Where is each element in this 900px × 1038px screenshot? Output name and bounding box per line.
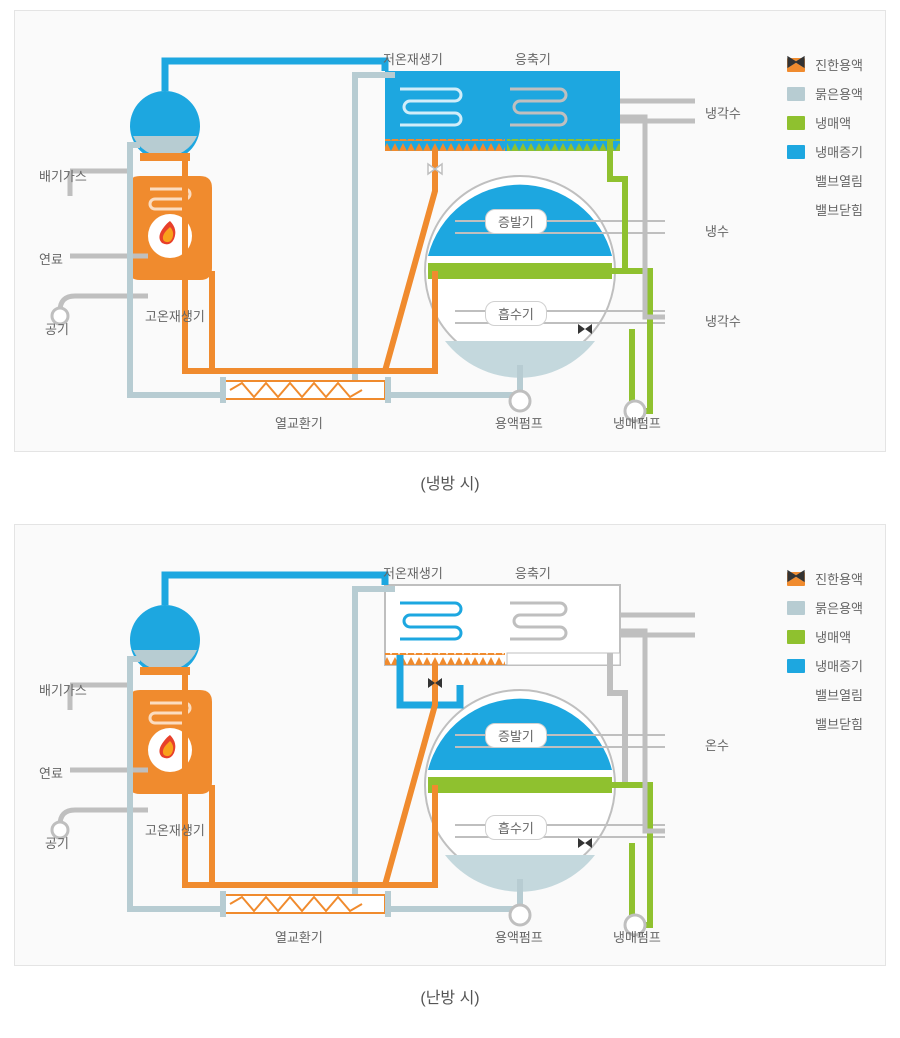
- heating-diagram-svg: [15, 525, 887, 965]
- legend-item: 밸브열림: [787, 171, 863, 190]
- label-low-regen: 저온재생기: [383, 49, 443, 68]
- legend-label: 밸브열림: [815, 171, 863, 190]
- legend-item: 밸브닫힘: [787, 714, 863, 733]
- label-ref-pump-h: 냉매펌프: [613, 927, 661, 946]
- valve-closed-icon: [787, 203, 805, 217]
- label-exhaust-h: 배기가스: [39, 680, 87, 699]
- caption-cooling: (냉방 시): [0, 470, 900, 494]
- legend-label: 진한용액: [815, 569, 863, 588]
- legend-item: 묽은용액: [787, 598, 863, 617]
- legend-label: 냉매액: [815, 627, 851, 646]
- label-absorber-h: 흡수기: [485, 815, 547, 840]
- valve-closed-icon: [787, 717, 805, 731]
- valve-open-icon: [787, 174, 805, 188]
- cooling-panel: 저온재생기 응축기 냉각수 냉수 냉각수 배기가스 연료 공기 고온재생기 열교…: [14, 10, 886, 452]
- legend-swatch: [787, 116, 805, 130]
- heating-panel: 저온재생기 응축기 온수 배기가스 연료 공기 고온재생기 열교환기 용액펌프 …: [14, 524, 886, 966]
- legend-label: 묽은용액: [815, 84, 863, 103]
- legend-label: 묽은용액: [815, 598, 863, 617]
- label-fuel-h: 연료: [39, 763, 63, 782]
- label-air: 공기: [45, 319, 69, 338]
- label-condenser-h: 응축기: [515, 563, 551, 582]
- label-condenser: 응축기: [515, 49, 551, 68]
- legend-label: 밸브닫힘: [815, 200, 863, 219]
- legend-cooling: 진한용액묽은용액냉매액냉매증기밸브열림밸브닫힘: [787, 55, 863, 229]
- label-sol-pump: 용액펌프: [495, 413, 543, 432]
- legend-swatch: [787, 601, 805, 615]
- legend-label: 냉매증기: [815, 142, 863, 161]
- legend-swatch: [787, 659, 805, 673]
- label-high-regen: 고온재생기: [145, 306, 205, 325]
- legend-item: 냉매액: [787, 113, 863, 132]
- label-chilled-water: 냉수: [705, 221, 729, 240]
- label-cooling-water-bot: 냉각수: [705, 311, 741, 330]
- label-cooling-water-top: 냉각수: [705, 103, 741, 122]
- valve-open-icon: [787, 688, 805, 702]
- legend-label: 냉매액: [815, 113, 851, 132]
- legend-item: 묽은용액: [787, 84, 863, 103]
- label-evaporator-h: 증발기: [485, 723, 547, 748]
- label-exhaust: 배기가스: [39, 166, 87, 185]
- label-absorber: 흡수기: [485, 301, 547, 326]
- legend-swatch: [787, 630, 805, 644]
- cooling-diagram-svg: [15, 11, 887, 451]
- legend-label: 밸브닫힘: [815, 714, 863, 733]
- legend-item: 밸브열림: [787, 685, 863, 704]
- legend-label: 냉매증기: [815, 656, 863, 675]
- label-high-regen-h: 고온재생기: [145, 820, 205, 839]
- label-ref-pump: 냉매펌프: [613, 413, 661, 432]
- label-evaporator: 증발기: [485, 209, 547, 234]
- label-hx: 열교환기: [275, 413, 323, 432]
- legend-swatch: [787, 87, 805, 101]
- label-sol-pump-h: 용액펌프: [495, 927, 543, 946]
- legend-swatch: [787, 145, 805, 159]
- caption-heating: (난방 시): [0, 984, 900, 1008]
- label-fuel: 연료: [39, 249, 63, 268]
- legend-item: 냉매증기: [787, 656, 863, 675]
- label-hx-h: 열교환기: [275, 927, 323, 946]
- label-air-h: 공기: [45, 833, 69, 852]
- legend-item: 밸브닫힘: [787, 200, 863, 219]
- label-hot-water: 온수: [705, 735, 729, 754]
- legend-item: 냉매액: [787, 627, 863, 646]
- legend-item: 냉매증기: [787, 142, 863, 161]
- legend-heating: 진한용액묽은용액냉매액냉매증기밸브열림밸브닫힘: [787, 569, 863, 743]
- legend-label: 밸브열림: [815, 685, 863, 704]
- label-low-regen-h: 저온재생기: [383, 563, 443, 582]
- legend-label: 진한용액: [815, 55, 863, 74]
